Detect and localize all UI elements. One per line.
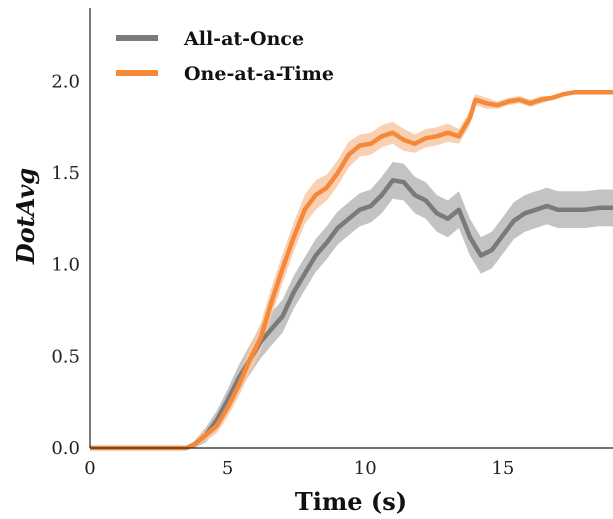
x-tick-label: 5 (222, 458, 233, 479)
y-tick-labels: 0.0 0.5 1.0 1.5 2.0 (51, 71, 80, 459)
legend-label-all-at-once: All-at-Once (183, 28, 304, 50)
y-tick-label: 1.5 (51, 163, 80, 184)
y-axis-label: DotAvg (11, 168, 40, 265)
x-tick-label: 15 (491, 458, 514, 479)
axes (89, 8, 613, 449)
series-lines (90, 90, 613, 451)
confidence-bands (90, 90, 613, 448)
y-tick-label: 0.0 (51, 438, 80, 459)
x-tick-label: 10 (354, 458, 377, 479)
legend-label-one-at-a-time: One-at-a-Time (184, 63, 334, 85)
band-all-at-once (90, 162, 613, 448)
band-one-at-a-time (90, 90, 613, 448)
series-line-all-at-once (90, 178, 613, 451)
x-tick-label: 0 (84, 458, 95, 479)
legend: All-at-Once One-at-a-Time (116, 28, 334, 85)
series-line-one-at-a-time (90, 90, 613, 451)
y-tick-label: 1.0 (51, 255, 80, 276)
y-tick-label: 2.0 (51, 71, 80, 92)
y-tick-label: 0.5 (51, 346, 80, 367)
x-tick-labels: 0 5 10 15 (84, 458, 514, 479)
x-axis-label: Time (s) (295, 487, 407, 516)
